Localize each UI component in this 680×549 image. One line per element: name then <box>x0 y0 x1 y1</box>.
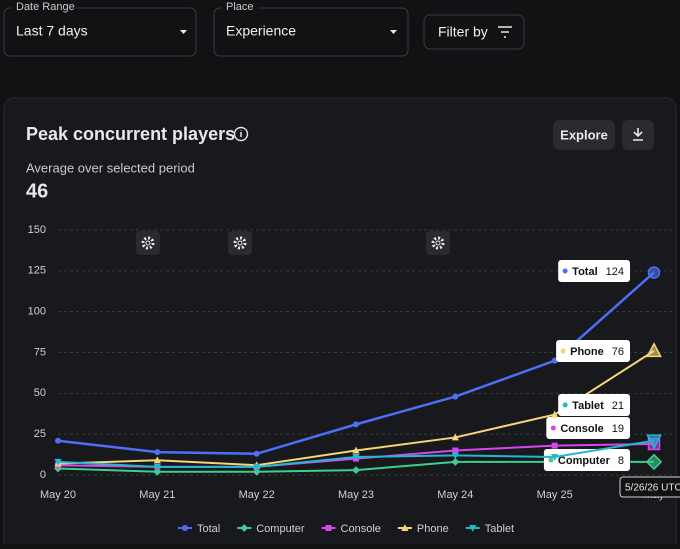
y-tick-label: 75 <box>34 346 46 358</box>
data-point <box>353 421 359 428</box>
x-tick-label: May 22 <box>239 489 275 501</box>
data-point <box>551 454 559 461</box>
chart: 0 25 50 75 100 125 150 May 20 May 21 May 22 May 23… <box>28 224 680 535</box>
data-point <box>253 450 260 457</box>
end-label: Tablet 21 <box>558 394 630 416</box>
x-tick-label: May 21 <box>139 489 175 501</box>
annotation-icon[interactable] <box>228 231 252 255</box>
dropdown-label: Place <box>226 1 254 13</box>
data-point <box>253 463 261 471</box>
data-point <box>451 452 459 460</box>
end-label-value: 21 <box>612 400 624 412</box>
y-tick-label: 25 <box>34 428 46 440</box>
end-label-name: Total <box>572 266 597 278</box>
x-tick-label: May 25 <box>537 489 573 501</box>
data-point <box>54 464 62 473</box>
end-label-name: Computer <box>558 455 611 467</box>
end-label-dot <box>550 425 556 431</box>
data-point <box>154 449 161 456</box>
end-label-name: Phone <box>570 346 604 358</box>
data-point <box>352 454 360 461</box>
end-label-value: 19 <box>612 423 624 435</box>
explore-button[interactable]: Explore <box>553 120 615 150</box>
date-range-dropdown[interactable]: Date Range Last 7 days <box>3 1 197 57</box>
end-label-box <box>558 260 630 282</box>
data-point <box>55 437 61 444</box>
data-point <box>646 342 662 358</box>
data-point <box>647 266 661 279</box>
x-tick-label: May 24 <box>437 489 473 501</box>
y-tick-label: 125 <box>28 265 46 277</box>
data-point <box>54 458 62 466</box>
filter-label: Filter by <box>438 24 488 40</box>
x-tick-label: May 20 <box>40 489 76 501</box>
data-point <box>452 447 459 454</box>
end-label-name: Tablet <box>572 400 604 412</box>
data-point <box>551 410 559 418</box>
end-label: Console 19 <box>546 417 630 439</box>
y-tick-label: 150 <box>28 224 46 236</box>
average-value: 46 <box>26 180 48 202</box>
end-label-value: 76 <box>612 346 624 358</box>
data-point <box>153 467 162 476</box>
end-label-dot <box>562 402 568 408</box>
legend-marker <box>469 525 477 532</box>
legend-marker <box>401 524 409 531</box>
card <box>3 97 677 549</box>
data-point <box>645 453 663 471</box>
annotation-icon[interactable] <box>136 231 160 255</box>
end-label-value: 124 <box>606 266 624 278</box>
tooltip-box <box>619 476 680 498</box>
dropdown-value: Last 7 days <box>16 23 88 39</box>
legend-label: Computer <box>256 523 305 535</box>
dropdown-label: Date Range <box>16 1 75 13</box>
end-label-box <box>558 394 630 416</box>
end-label-value: 8 <box>618 455 624 467</box>
legend-marker <box>240 524 249 532</box>
data-point <box>646 434 662 450</box>
legend-marker <box>182 525 188 531</box>
annotation-icon[interactable] <box>426 231 450 255</box>
legend-label: Total <box>197 523 220 535</box>
dropdown-value: Experience <box>226 23 296 39</box>
place-dropdown[interactable]: Place Experience <box>213 1 409 57</box>
data-point <box>452 393 459 400</box>
data-point <box>153 456 161 464</box>
data-point <box>551 442 558 449</box>
end-label-name: Console <box>560 423 603 435</box>
card-title: Peak concurrent players <box>26 124 235 144</box>
legend-label: Tablet <box>485 523 514 535</box>
info-icon[interactable] <box>233 126 249 142</box>
download-button[interactable] <box>622 120 654 150</box>
end-label: Phone 76 <box>556 340 630 362</box>
y-tick-label: 50 <box>34 387 46 399</box>
data-point <box>451 458 460 466</box>
legend-label: Console <box>341 523 381 535</box>
legend-marker <box>325 525 332 531</box>
end-label-box <box>546 417 630 439</box>
tooltip: 5/26/26 UTC <box>625 483 680 494</box>
end-label-dot <box>560 348 566 354</box>
filter-button[interactable]: Filter by <box>423 14 525 50</box>
data-point <box>153 463 161 471</box>
end-label-box <box>556 340 630 362</box>
explore-label: Explore <box>560 127 608 142</box>
data-point <box>352 446 360 454</box>
end-label-dot <box>562 268 568 274</box>
y-tick-label: 100 <box>28 306 46 318</box>
end-label-dot <box>548 457 554 463</box>
legend-label: Phone <box>417 523 449 535</box>
y-tick-label: 0 <box>40 469 46 481</box>
data-point <box>451 433 459 441</box>
x-tick-label: May 23 <box>338 489 374 501</box>
data-point <box>352 466 360 474</box>
end-label: Total 124 <box>558 260 630 282</box>
subtitle: Average over selected period <box>26 160 195 175</box>
